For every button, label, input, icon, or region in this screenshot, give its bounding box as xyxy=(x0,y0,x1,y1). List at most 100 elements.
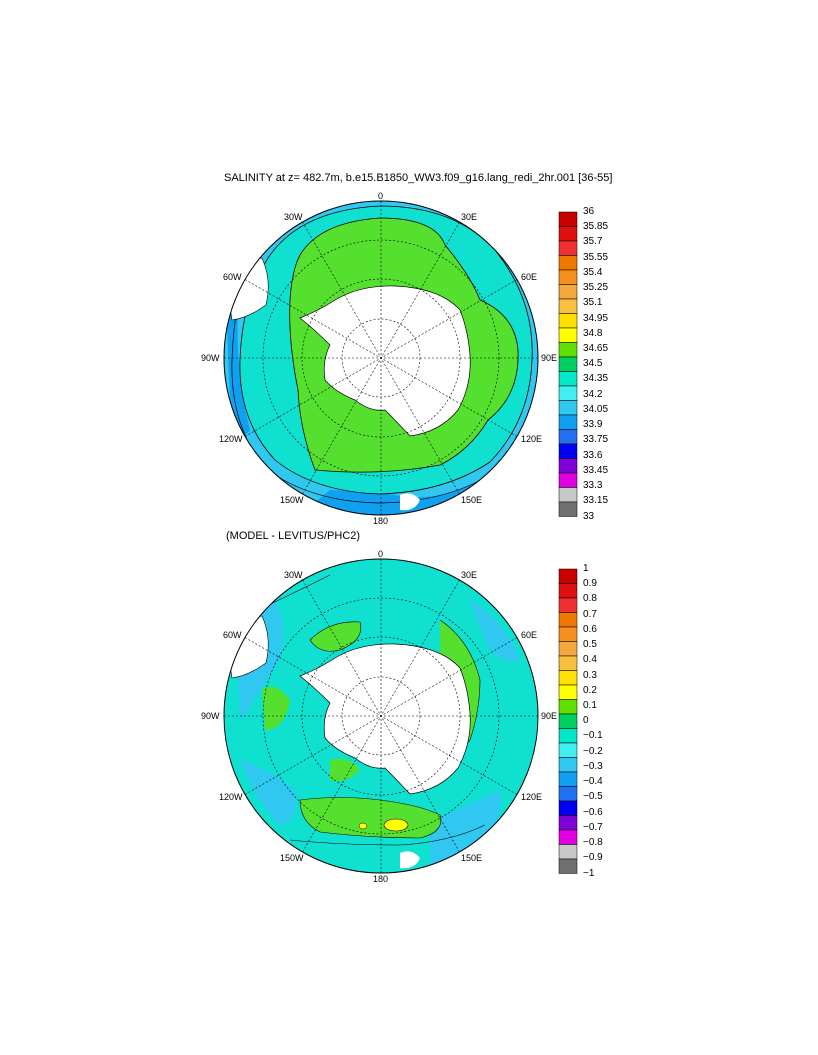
difference-colorbar-swatch xyxy=(558,684,578,700)
p2-lon-60w: 60W xyxy=(223,630,242,640)
salinity-colorbar-label: 34.35 xyxy=(583,373,609,385)
p2-lon-0: 0 xyxy=(378,549,384,559)
salinity-colorbar-label: 34.65 xyxy=(583,343,609,355)
p1-lon-150w: 150W xyxy=(280,495,304,505)
salinity-colorbar-label: 33.15 xyxy=(583,495,609,507)
p2-lon-150e: 150E xyxy=(461,853,483,863)
salinity-colorbar-label: 33.45 xyxy=(583,464,609,476)
difference-colorbar-swatch xyxy=(558,612,578,628)
difference-colorbar-swatch xyxy=(558,757,578,773)
difference-colorbar-label: −0.9 xyxy=(583,852,603,864)
salinity-colorbar-swatch xyxy=(558,342,578,358)
salinity-colorbar-swatch xyxy=(558,211,578,227)
salinity-colorbar-swatch xyxy=(558,414,578,430)
difference-colorbar-swatch xyxy=(558,786,578,802)
difference-colorbar-swatch xyxy=(558,583,578,599)
salinity-colorbar-swatch xyxy=(558,240,578,256)
salinity-colorbar-label: 34.5 xyxy=(583,358,603,370)
salinity-colorbar-swatch xyxy=(558,429,578,445)
panel1-title: SALINITY at z= 482.7m, b.e15.B1850_WW3.f… xyxy=(224,172,613,184)
salinity-colorbar-swatch xyxy=(558,255,578,271)
p1-lon-90e: 90E xyxy=(541,353,558,363)
salinity-colorbar-swatch xyxy=(558,443,578,459)
difference-colorbar xyxy=(558,568,578,874)
p2-lon-30e: 30E xyxy=(461,570,478,580)
salinity-colorbar-label: 34.2 xyxy=(583,388,603,400)
p2-lon-90e: 90E xyxy=(541,711,558,721)
difference-map xyxy=(223,558,539,874)
p2-lon-30w: 30W xyxy=(284,570,303,580)
difference-colorbar-label: 0.4 xyxy=(583,654,597,666)
difference-colorbar-label: −0.2 xyxy=(583,745,603,757)
difference-colorbar-swatch xyxy=(558,844,578,860)
difference-colorbar-swatch xyxy=(558,858,578,874)
salinity-colorbar-label: 35.25 xyxy=(583,282,609,294)
salinity-colorbar-label: 34.8 xyxy=(583,327,603,339)
salinity-colorbar-label: 35.85 xyxy=(583,221,609,233)
p1-lon-150e: 150E xyxy=(461,495,483,505)
p2-lon-120e: 120E xyxy=(521,792,543,802)
difference-colorbar-swatch xyxy=(558,713,578,729)
p1-lon-120w: 120W xyxy=(219,434,243,444)
salinity-colorbar-label: 35.55 xyxy=(583,251,609,263)
salinity-colorbar-swatch xyxy=(558,284,578,300)
difference-colorbar-label: 0.2 xyxy=(583,684,597,696)
difference-colorbar-label: −0.7 xyxy=(583,821,603,833)
salinity-colorbar-swatch xyxy=(558,327,578,343)
salinity-colorbar-swatch xyxy=(558,226,578,242)
difference-colorbar-swatch xyxy=(558,699,578,715)
panel2-title: (MODEL - LEVITUS/PHC2) xyxy=(226,530,361,542)
difference-colorbar-label: 0 xyxy=(583,715,589,727)
difference-colorbar-swatch xyxy=(558,670,578,686)
p1-lon-60e: 60E xyxy=(521,272,538,282)
salinity-colorbar-swatch xyxy=(558,501,578,517)
p1-lon-30w: 30W xyxy=(284,212,303,222)
salinity-colorbar-swatch xyxy=(558,400,578,416)
difference-colorbar-swatch xyxy=(558,728,578,744)
difference-colorbar-label: −0.4 xyxy=(583,776,603,788)
p2-lon-60e: 60E xyxy=(521,630,538,640)
difference-colorbar-label: −0.1 xyxy=(583,730,603,742)
difference-colorbar-label: 0.8 xyxy=(583,593,597,605)
salinity-colorbar-swatch xyxy=(558,298,578,314)
difference-colorbar-label: −1 xyxy=(583,867,595,879)
p2-lon-150w: 150W xyxy=(280,853,304,863)
difference-colorbar-label: −0.8 xyxy=(583,837,603,849)
p2-lon-120w: 120W xyxy=(219,792,243,802)
difference-colorbar-swatch xyxy=(558,815,578,831)
salinity-colorbar-swatch xyxy=(558,472,578,488)
difference-colorbar-label: 0.7 xyxy=(583,608,597,620)
salinity-colorbar-label: 33.75 xyxy=(583,434,609,446)
salinity-colorbar-label: 36 xyxy=(583,206,595,217)
difference-colorbar-label: −0.6 xyxy=(583,806,603,818)
difference-colorbar-label: −0.5 xyxy=(583,791,603,803)
salinity-colorbar xyxy=(558,211,578,517)
salinity-colorbar-swatch xyxy=(558,313,578,329)
p1-lon-0: 0 xyxy=(378,191,384,201)
salinity-colorbar-swatch xyxy=(558,458,578,474)
salinity-colorbar-label: 33.3 xyxy=(583,480,603,492)
salinity-colorbar-label: 35.1 xyxy=(583,297,603,309)
difference-colorbar-swatch xyxy=(558,655,578,671)
difference-colorbar-swatch xyxy=(558,771,578,787)
salinity-colorbar-label: 34.95 xyxy=(583,312,609,324)
salinity-map xyxy=(223,200,539,516)
salinity-colorbar-label: 35.4 xyxy=(583,266,603,278)
salinity-colorbar-swatch xyxy=(558,269,578,285)
difference-colorbar-swatch xyxy=(558,829,578,845)
p1-lon-90w: 90W xyxy=(201,353,220,363)
salinity-colorbar-label: 33.6 xyxy=(583,449,603,461)
difference-colorbar-label: −0.3 xyxy=(583,760,603,772)
difference-colorbar-swatch xyxy=(558,626,578,642)
p2-lon-180: 180 xyxy=(373,874,389,884)
salinity-colorbar-label: 35.7 xyxy=(583,236,603,248)
salinity-colorbar-swatch xyxy=(558,385,578,401)
p1-lon-180: 180 xyxy=(373,516,389,526)
salinity-colorbar-label: 33.9 xyxy=(583,419,603,431)
difference-colorbar-swatch xyxy=(558,597,578,613)
p1-lon-60w: 60W xyxy=(223,272,242,282)
salinity-colorbar-swatch xyxy=(558,356,578,372)
p2-lon-90w: 90W xyxy=(201,711,220,721)
difference-colorbar-swatch xyxy=(558,800,578,816)
